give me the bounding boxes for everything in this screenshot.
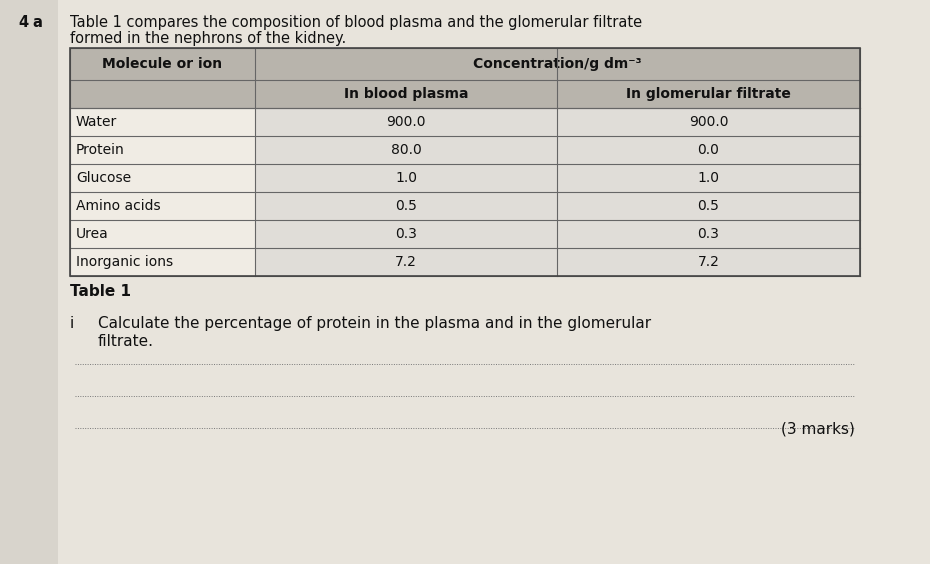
Bar xyxy=(557,108,860,136)
Bar xyxy=(255,164,557,192)
Bar xyxy=(255,192,557,220)
Text: Inorganic ions: Inorganic ions xyxy=(76,255,173,269)
Text: 1.0: 1.0 xyxy=(698,171,720,185)
Bar xyxy=(557,164,860,192)
Text: Concentration/g dm⁻³: Concentration/g dm⁻³ xyxy=(473,57,642,71)
Point xyxy=(551,272,563,279)
Text: Glucose: Glucose xyxy=(76,171,131,185)
Bar xyxy=(255,48,860,80)
Point xyxy=(64,45,75,51)
Point xyxy=(551,45,563,51)
Bar xyxy=(0,0,58,564)
Text: Urea: Urea xyxy=(76,227,109,241)
Bar xyxy=(255,108,557,136)
Text: Protein: Protein xyxy=(76,143,125,157)
Text: 0.3: 0.3 xyxy=(698,227,720,241)
Bar xyxy=(255,136,557,164)
Text: 7.2: 7.2 xyxy=(395,255,417,269)
Text: 1.0: 1.0 xyxy=(395,171,417,185)
Text: 0.3: 0.3 xyxy=(395,227,417,241)
Point xyxy=(855,272,866,279)
Text: 0.0: 0.0 xyxy=(698,143,720,157)
Point xyxy=(249,45,260,51)
Text: 4: 4 xyxy=(18,15,28,30)
Text: 0.5: 0.5 xyxy=(698,199,720,213)
Text: 7.2: 7.2 xyxy=(698,255,720,269)
Text: i: i xyxy=(70,316,74,331)
Bar xyxy=(70,192,255,220)
Text: a: a xyxy=(32,15,42,30)
Text: 900.0: 900.0 xyxy=(386,115,426,129)
Bar xyxy=(70,108,255,136)
Bar xyxy=(557,192,860,220)
Text: filtrate.: filtrate. xyxy=(98,334,154,349)
Text: Calculate the percentage of protein in the plasma and in the glomerular: Calculate the percentage of protein in t… xyxy=(98,316,651,331)
Bar xyxy=(70,48,860,276)
Bar xyxy=(557,80,860,108)
Bar xyxy=(70,48,255,80)
Bar xyxy=(70,80,255,108)
Text: Amino acids: Amino acids xyxy=(76,199,161,213)
Text: In blood plasma: In blood plasma xyxy=(344,87,468,101)
Text: (3 marks): (3 marks) xyxy=(781,421,855,437)
Bar xyxy=(255,80,557,108)
Text: Table 1: Table 1 xyxy=(70,284,131,299)
Bar xyxy=(255,220,557,248)
Text: In glomerular filtrate: In glomerular filtrate xyxy=(626,87,790,101)
Bar xyxy=(70,248,255,276)
Bar xyxy=(557,136,860,164)
Bar xyxy=(70,220,255,248)
Bar xyxy=(70,164,255,192)
Point xyxy=(64,272,75,279)
Bar xyxy=(70,136,255,164)
Text: 900.0: 900.0 xyxy=(689,115,728,129)
Text: 80.0: 80.0 xyxy=(391,143,421,157)
Text: Molecule or ion: Molecule or ion xyxy=(102,57,222,71)
Point xyxy=(249,272,260,279)
Text: 0.5: 0.5 xyxy=(395,199,417,213)
Text: Water: Water xyxy=(76,115,117,129)
Bar xyxy=(255,248,557,276)
Bar xyxy=(557,220,860,248)
Bar xyxy=(557,248,860,276)
Text: Table 1 compares the composition of blood plasma and the glomerular filtrate: Table 1 compares the composition of bloo… xyxy=(70,15,642,30)
Text: formed in the nephrons of the kidney.: formed in the nephrons of the kidney. xyxy=(70,31,346,46)
Point xyxy=(855,45,866,51)
